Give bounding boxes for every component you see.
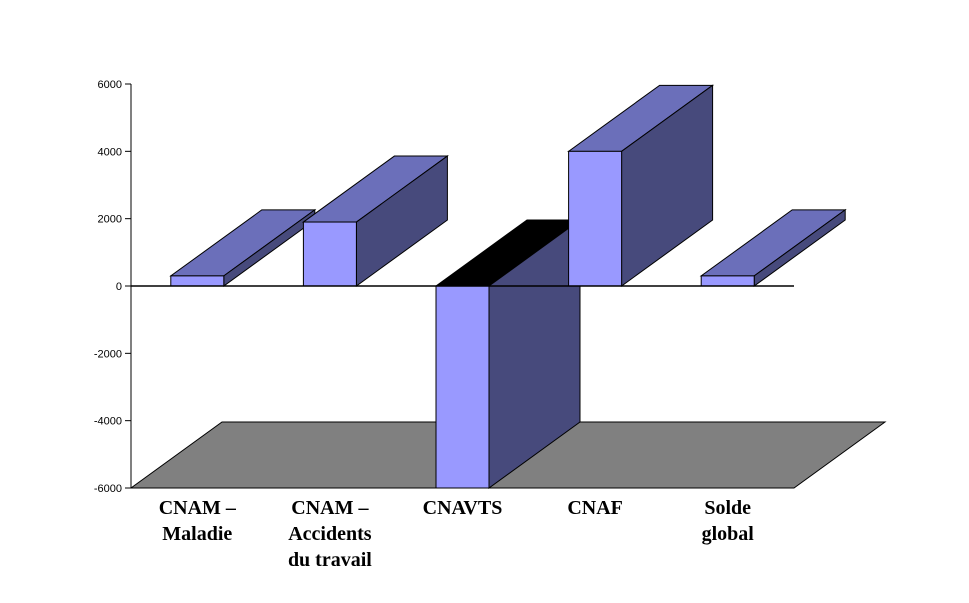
y-tick-label: 2000: [98, 214, 122, 226]
bar: [567, 84, 715, 287]
bar: [434, 219, 582, 489]
bar-front-face: [568, 150, 623, 287]
x-category-label: Solde global: [702, 497, 755, 545]
x-category-label-line: Maladie: [162, 523, 232, 545]
x-category-label-line: Solde: [704, 497, 751, 519]
bar: [699, 208, 847, 287]
bar-front-face: [302, 221, 357, 287]
x-category-label: CNAVTS: [423, 497, 503, 519]
bar-front-face: [700, 275, 755, 287]
x-category-label: CNAM – Accidents du travail: [288, 497, 372, 571]
x-category-label: CNAM – Maladie: [159, 497, 237, 545]
x-category-label-line: CNAF: [567, 497, 623, 519]
y-tick-label: -2000: [94, 348, 122, 360]
y-axis: 6000 4000 2000 0 -2000 -4000 -6000: [94, 79, 132, 495]
x-category-label-line: global: [702, 523, 755, 545]
y-tick-label: 4000: [98, 146, 122, 158]
bar: [301, 155, 449, 287]
bar-front-face: [435, 285, 490, 489]
x-category-label-line: du travail: [288, 549, 372, 571]
bar: [169, 208, 317, 287]
x-category-label-line: CNAVTS: [423, 497, 503, 519]
x-category-label-line: CNAM –: [291, 497, 369, 519]
y-tick-label: 0: [116, 281, 122, 293]
x-category-label-line: Accidents: [288, 523, 372, 545]
x-category-label: CNAF: [567, 497, 623, 519]
bars: [169, 84, 847, 489]
y-tick-label: 6000: [98, 79, 122, 91]
bar-front-face: [170, 275, 225, 287]
y-tick-label: -4000: [94, 416, 122, 428]
y-tick-label: -6000: [94, 483, 122, 495]
x-category-label-line: CNAM –: [159, 497, 237, 519]
